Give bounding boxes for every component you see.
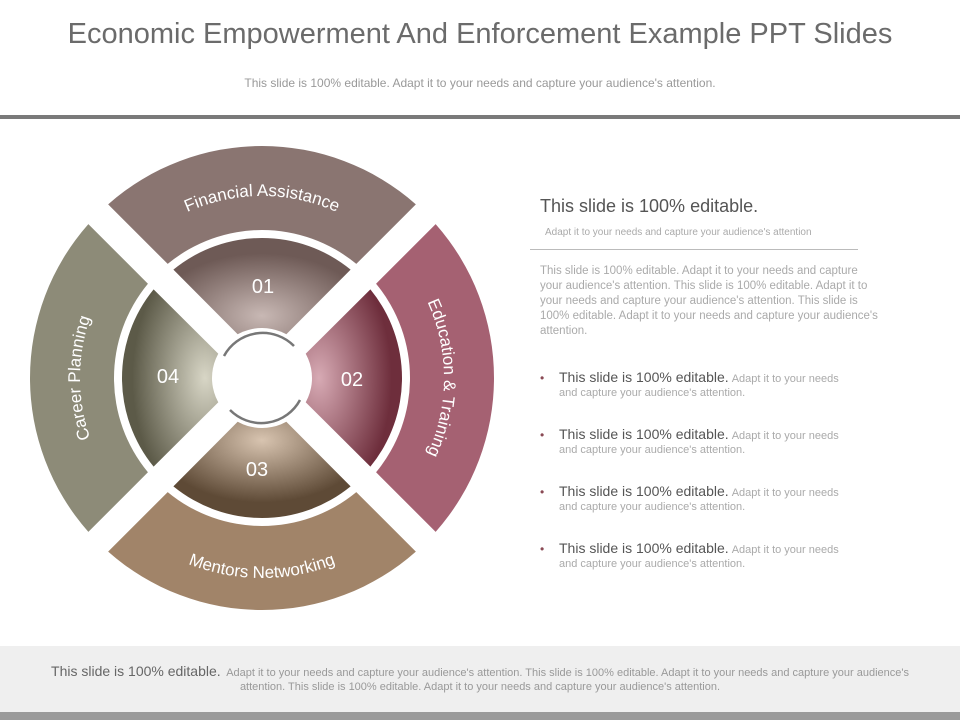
bullet-bold: This slide is 100% editable. [559, 540, 729, 556]
bullet-bold: This slide is 100% editable. [559, 369, 729, 385]
bullet-text: Adapt it to your needs and capture your … [559, 487, 839, 513]
bullet: • This slide is 100% editable. Adapt it t… [540, 427, 860, 457]
title: Economic Empowerment And Enforcement Exa… [67, 18, 893, 50]
bullet-dot: • [540, 428, 545, 442]
subtitle: This slide is 100% editable. Adapt it to… [244, 76, 716, 90]
segment-core [298, 289, 403, 467]
footer [0, 646, 960, 712]
footer-text: This slide is 100% editable. Adapt it to… [30, 664, 930, 694]
segment-number: 04 [157, 366, 179, 388]
bullet-dot: • [540, 542, 545, 556]
segment-number: 03 [246, 459, 268, 481]
segment-band [108, 492, 416, 610]
arrow [222, 331, 295, 357]
panel-subheading: Adapt it to your needs and capture your … [545, 227, 812, 238]
segment-number: 01 [252, 276, 274, 298]
bottom-bar [0, 712, 960, 720]
bullet-text: Adapt it to your needs and capture your … [559, 544, 839, 570]
segment-band [30, 224, 148, 532]
segment-core [173, 414, 351, 518]
bullet-dot: • [540, 485, 545, 499]
panel-rule [530, 249, 858, 250]
bullet-text: Adapt it to your needs and capture your … [559, 373, 839, 399]
segment-band [376, 224, 494, 532]
segment-number: 02 [341, 369, 363, 391]
bullet: • This slide is 100% editable. Adapt it t… [540, 370, 860, 400]
header-rule [0, 115, 960, 119]
footer-body: Adapt it to your needs and capture your … [226, 667, 909, 693]
center-hole [212, 328, 312, 428]
panel-heading: This slide is 100% editable. [540, 196, 759, 216]
panel-body: This slide is 100% editable. Adapt it to… [540, 265, 878, 337]
segment-band [108, 146, 416, 264]
bullet: • This slide is 100% editable. Adapt it t… [540, 484, 860, 514]
bullet-bold: This slide is 100% editable. [559, 483, 729, 499]
segment-core [122, 289, 226, 467]
bullet-bold: This slide is 100% editable. [559, 426, 729, 442]
bullet: • This slide is 100% editable. Adapt it t… [540, 541, 860, 571]
segment-core [173, 238, 351, 342]
bullet-dot: • [540, 371, 545, 385]
bullet-text: Adapt it to your needs and capture your … [559, 430, 839, 456]
arrow [229, 399, 302, 425]
footer-bold: This slide is 100% editable. [51, 663, 221, 679]
